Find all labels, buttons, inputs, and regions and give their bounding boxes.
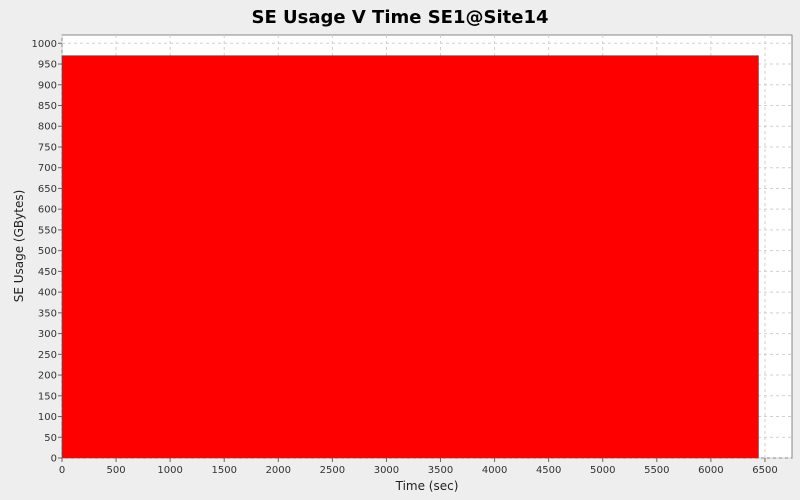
y-tick-label: 750 (38, 142, 57, 153)
y-tick-label: 850 (38, 101, 57, 112)
y-tick-label: 900 (38, 80, 57, 91)
chart-title: SE Usage V Time SE1@Site14 (251, 7, 548, 28)
y-tick-label: 400 (38, 288, 57, 299)
y-tick-label: 100 (38, 412, 57, 423)
x-tick-label: 4500 (536, 465, 561, 476)
x-tick-label: 6000 (698, 465, 723, 476)
y-tick-label: 650 (38, 184, 57, 195)
y-tick-label: 500 (38, 246, 57, 257)
y-tick-label: 350 (38, 308, 57, 319)
series-layer (61, 55, 759, 459)
x-tick-label: 4000 (482, 465, 507, 476)
x-tick-label: 2000 (266, 465, 291, 476)
x-tick-label: 1500 (211, 465, 236, 476)
x-axis-label: Time (sec) (395, 479, 459, 493)
y-tick-label: 600 (38, 205, 57, 216)
x-tick-label: 1000 (157, 465, 182, 476)
y-axis-label: SE Usage (GBytes) (12, 190, 26, 303)
series-area (61, 55, 759, 459)
y-tick-label: 800 (38, 122, 57, 133)
x-tick-label: 5500 (644, 465, 669, 476)
x-tick-label: 500 (107, 465, 126, 476)
y-tick-label: 50 (44, 433, 57, 444)
x-tick-label: 3500 (428, 465, 453, 476)
x-tick-label: 6500 (752, 465, 777, 476)
y-tick-label: 950 (38, 60, 57, 71)
y-tick-label: 700 (38, 163, 57, 174)
y-tick-label: 1000 (32, 39, 57, 50)
y-tick-label: 200 (38, 371, 57, 382)
y-tick-label: 550 (38, 225, 57, 236)
x-tick-label: 3000 (374, 465, 399, 476)
x-tick-label: 2500 (320, 465, 345, 476)
y-tick-label: 250 (38, 350, 57, 361)
x-tick-label: 5000 (590, 465, 615, 476)
y-tick-label: 150 (38, 391, 57, 402)
axes: 0 500 1000 1500 2000 2500 3000 3500 4000 4500 5000… (32, 39, 778, 476)
y-tick-label: 450 (38, 267, 57, 278)
x-tick-label: 0 (59, 465, 65, 476)
y-tick-label: 300 (38, 329, 57, 340)
y-tick-label: 0 (51, 454, 57, 465)
